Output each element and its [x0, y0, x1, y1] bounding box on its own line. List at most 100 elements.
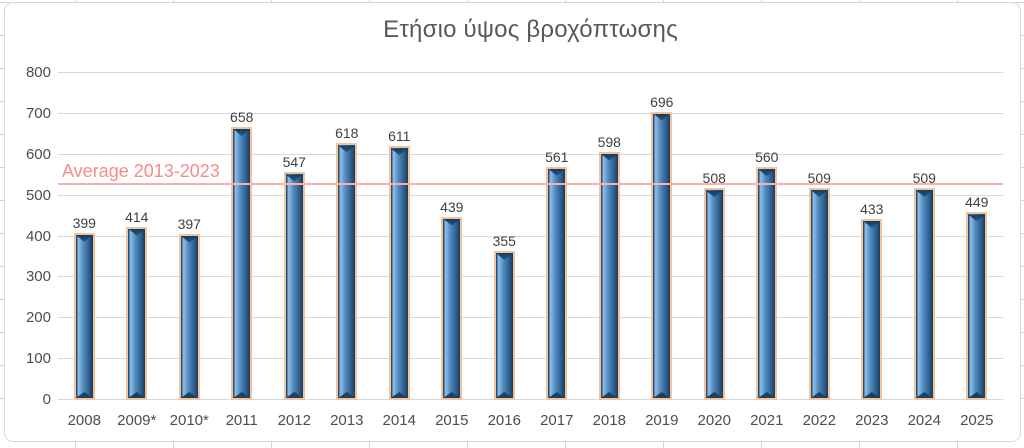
x-tick-label-2018: 2018 — [592, 412, 626, 429]
x-tick-label-2008: 2008 — [67, 412, 101, 429]
gridline — [58, 317, 1003, 319]
bar-value-label: 414 — [125, 208, 149, 225]
gridline — [58, 235, 1003, 237]
bar-value-label: 433 — [860, 201, 884, 218]
x-tick-label-2020: 2020 — [697, 412, 731, 429]
gridlines-layer — [58, 72, 1003, 400]
bar-2023[interactable] — [861, 219, 883, 400]
bar-value-label: 560 — [755, 149, 779, 166]
chart-title: Ετήσιο ύψος βροχόπτωσης — [383, 16, 678, 43]
bar-slot: 618 — [321, 73, 374, 400]
bar-value-label: 696 — [650, 93, 674, 110]
y-tick-label: 200 — [25, 309, 51, 327]
bar-2008[interactable] — [73, 232, 95, 400]
bar-value-label: 611 — [388, 128, 411, 145]
bar-slot: 509 — [898, 73, 951, 400]
y-tick-label: 0 — [42, 391, 51, 408]
bar-2025[interactable] — [966, 212, 988, 400]
x-tick-label-2024: 2024 — [907, 412, 941, 429]
x-tick-label-2017: 2017 — [540, 412, 574, 429]
y-tick-label: 500 — [25, 186, 51, 204]
x-tick-label-2021: 2021 — [750, 412, 784, 429]
bar-slot: 355 — [478, 73, 531, 400]
bars-layer: 399 414 397 658 547 618 611 439 355 561 598 696 508 5… — [58, 73, 1003, 400]
x-tick-label-2023: 2023 — [855, 412, 889, 429]
bar-slot: 611 — [373, 73, 426, 400]
bar-2013[interactable] — [336, 143, 358, 400]
y-tick-label: 300 — [25, 268, 51, 286]
bar-slot: 433 — [846, 73, 899, 400]
bar-slot: 547 — [268, 73, 321, 400]
bar-value-label: 598 — [597, 133, 621, 150]
bar-value-label: 449 — [965, 194, 989, 211]
x-tick-label-2019: 2019 — [645, 412, 679, 429]
bar-2018[interactable] — [598, 151, 620, 400]
bar-value-label: 397 — [177, 215, 201, 232]
average-line[interactable] — [58, 183, 1003, 186]
y-tick-label: 400 — [25, 227, 51, 245]
x-tick-label-2016: 2016 — [487, 412, 521, 429]
bar-value-label: 658 — [230, 109, 254, 126]
x-tick-label-2011: 2011 — [225, 412, 258, 429]
bar-slot: 509 — [793, 73, 846, 400]
bar-slot: 658 — [215, 73, 268, 400]
bar-2014[interactable] — [388, 146, 410, 400]
gridline — [58, 112, 1003, 114]
y-tick-label: 800 — [25, 64, 51, 81]
x-tick-label-2009*: 2009* — [117, 412, 157, 429]
bar-slot: 696 — [636, 73, 689, 400]
average-line-label: Average 2013-2023 — [62, 161, 220, 182]
bar-slot: 449 — [951, 73, 1004, 400]
x-tick-label-2014: 2014 — [382, 412, 416, 429]
y-tick-label: 100 — [25, 350, 51, 368]
bar-slot: 414 — [111, 73, 164, 400]
plot-area: 399 414 397 658 547 618 611 439 355 561 598 696 508 5… — [58, 72, 1003, 400]
bar-value-label: 509 — [807, 169, 831, 186]
bar-2024[interactable] — [913, 187, 935, 400]
bar-2015[interactable] — [441, 216, 463, 400]
x-tick-label-2025: 2025 — [960, 412, 994, 429]
bar-value-label: 439 — [440, 198, 464, 215]
bar-value-label: 509 — [912, 169, 936, 186]
x-tick-label-2015: 2015 — [435, 412, 469, 429]
bar-2019[interactable] — [651, 111, 673, 400]
bar-value-label: 508 — [702, 170, 726, 187]
bar-2010*[interactable] — [178, 233, 200, 400]
y-tick-label: 700 — [25, 104, 51, 122]
bar-slot: 399 — [58, 73, 111, 400]
bar-2021[interactable] — [756, 167, 778, 400]
bar-slot: 508 — [688, 73, 741, 400]
bar-slot: 598 — [583, 73, 636, 400]
gridline — [58, 399, 1003, 400]
gridline — [58, 72, 1003, 73]
bar-slot: 560 — [741, 73, 794, 400]
bar-2022[interactable] — [808, 187, 830, 400]
bar-2017[interactable] — [546, 166, 568, 400]
bar-slot: 561 — [531, 73, 584, 400]
rainfall-chart[interactable]: Ετήσιο ύψος βροχόπτωσης 399 414 397 658 547 6… — [4, 2, 1021, 442]
bar-value-label: 618 — [335, 125, 359, 142]
bar-2011[interactable] — [231, 127, 253, 400]
y-axis-labels: 0 100 200 300 400 500 600 700 800 — [10, 65, 51, 408]
bar-2016[interactable] — [493, 250, 515, 400]
bar-value-label: 547 — [282, 154, 306, 171]
bar-2012[interactable] — [283, 172, 305, 400]
y-tick-label: 600 — [25, 145, 51, 163]
bar-slot: 397 — [163, 73, 216, 400]
x-axis-labels: 2008 2009* 2010* 2011 2012 2013 2014 2015 2016 20… — [58, 412, 1003, 434]
bar-slot: 439 — [426, 73, 479, 400]
gridline — [58, 153, 1003, 155]
bar-2009*[interactable] — [126, 226, 148, 400]
x-tick-label-2022: 2022 — [802, 412, 836, 429]
x-tick-label-2013: 2013 — [330, 412, 364, 429]
bar-value-label: 399 — [72, 214, 96, 231]
gridline — [58, 276, 1003, 278]
x-tick-label-2010*: 2010* — [169, 412, 209, 429]
gridline — [58, 194, 1003, 196]
x-tick-label-2012: 2012 — [277, 412, 311, 429]
bar-2020[interactable] — [703, 188, 725, 400]
bar-value-label: 355 — [492, 232, 516, 249]
bar-value-label: 561 — [545, 148, 569, 165]
gridline — [58, 358, 1003, 360]
